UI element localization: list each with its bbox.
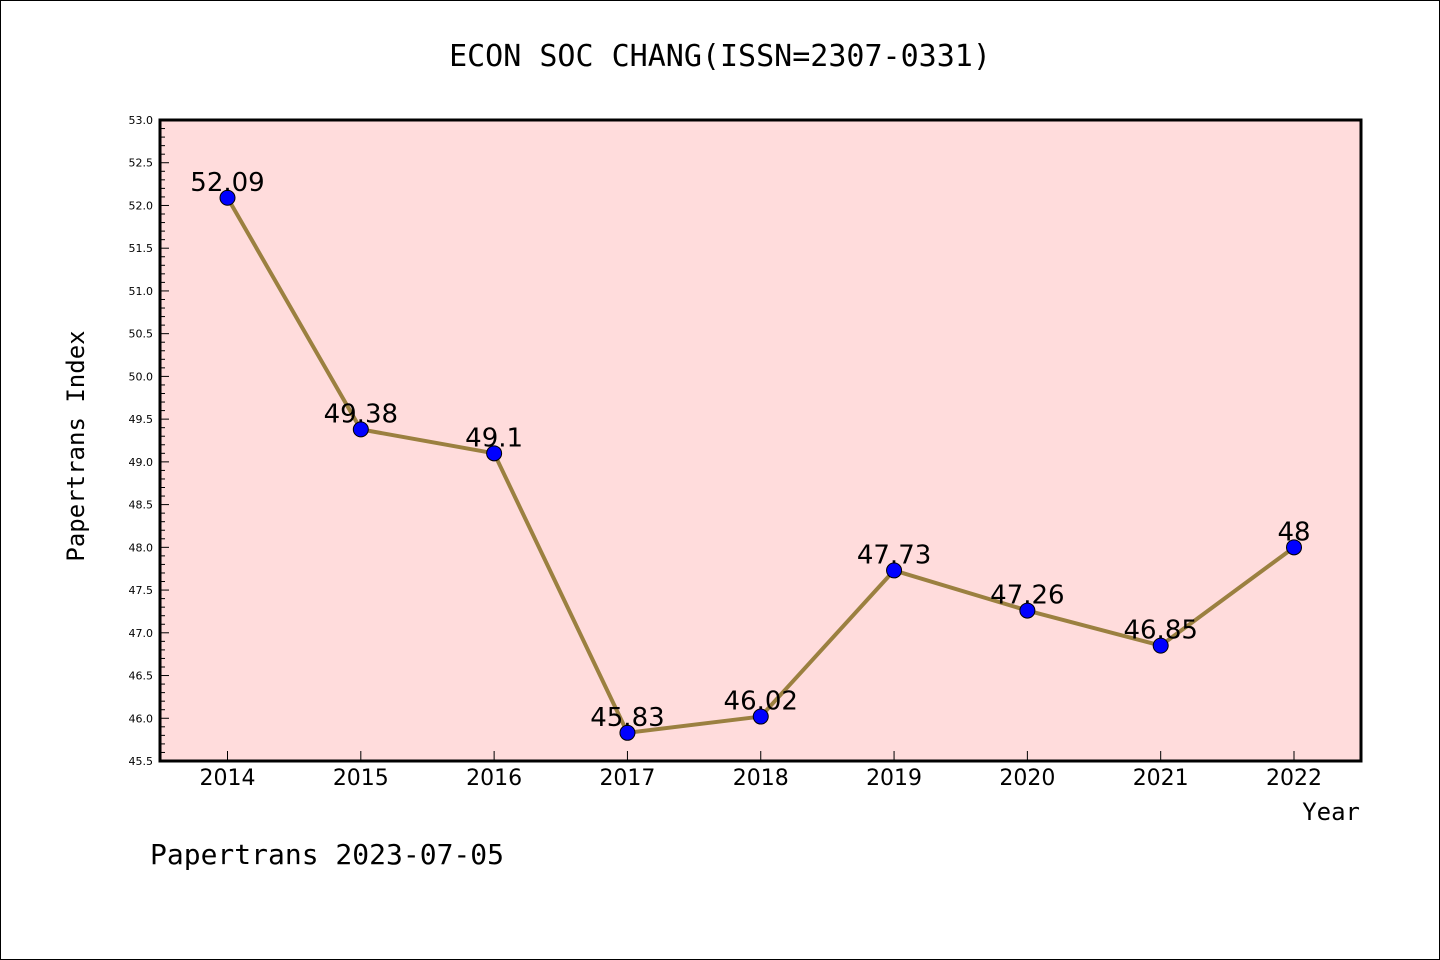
data-label: 49.1 xyxy=(465,423,523,453)
x-axis-label: Year xyxy=(1302,798,1360,826)
y-tick-label: 51.0 xyxy=(129,285,154,298)
y-axis-ticks: 45.5 46.0 46.5 47.0 47.5 48.0 48.5 49.0 49.5 50.0… xyxy=(129,114,169,768)
x-tick-label: 2018 xyxy=(733,766,789,791)
data-point xyxy=(1019,602,1036,619)
x-tick-label: 2021 xyxy=(1133,766,1189,791)
x-tick-label: 2015 xyxy=(333,766,389,791)
data-labels: 52.09 49.38 49.1 45.83 46.02 47.73 47.26 46.85 4… xyxy=(190,168,1310,733)
y-tick-label: 50.0 xyxy=(129,370,154,383)
data-point xyxy=(219,189,236,206)
x-tick-label: 2016 xyxy=(466,766,522,791)
data-label: 45.83 xyxy=(590,703,664,733)
x-axis-ticks: 2014 2015 2016 2017 2018 2019 2020 2021 2022 xyxy=(200,751,1322,791)
x-tick-label: 2017 xyxy=(599,766,655,791)
plot-border xyxy=(158,118,1363,763)
data-point xyxy=(886,562,903,579)
data-label: 46.85 xyxy=(1123,616,1197,646)
data-label: 47.26 xyxy=(990,581,1064,611)
y-tick-label: 48.0 xyxy=(129,541,154,554)
y-tick-label: 46.0 xyxy=(129,712,154,725)
data-point xyxy=(619,724,636,741)
footer-date-stamp: Papertrans 2023-07-05 xyxy=(150,838,504,871)
y-tick-label: 47.5 xyxy=(129,584,154,597)
x-tick-label: 2020 xyxy=(999,766,1055,791)
y-tick-label: 49.5 xyxy=(129,413,154,426)
y-tick-label: 52.5 xyxy=(129,157,154,170)
series-markers xyxy=(219,189,1302,741)
data-label: 47.73 xyxy=(857,540,931,570)
y-tick-label: 45.5 xyxy=(129,755,154,768)
chart-title: ECON SOC CHANG(ISSN=2307-0331) xyxy=(449,39,991,74)
y-tick-label: 53.0 xyxy=(129,114,154,127)
y-tick-label: 51.5 xyxy=(129,242,154,255)
y-tick-label: 52.0 xyxy=(129,199,154,212)
x-tick-label: 2019 xyxy=(866,766,922,791)
y-tick-label: 46.5 xyxy=(129,670,154,683)
data-label: 46.02 xyxy=(724,687,798,717)
data-label: 49.38 xyxy=(324,399,398,429)
plot-area xyxy=(160,120,1361,761)
data-point xyxy=(352,421,369,438)
data-point xyxy=(1286,539,1302,556)
y-tick-label: 49.0 xyxy=(129,456,154,469)
y-tick-label: 47.0 xyxy=(129,627,154,640)
data-point xyxy=(486,445,503,462)
data-point xyxy=(1152,637,1169,654)
data-label: 48 xyxy=(1277,517,1310,547)
y-tick-label: 48.5 xyxy=(129,499,154,512)
y-tick-label: 50.5 xyxy=(129,328,154,341)
x-tick-label: 2022 xyxy=(1266,766,1322,791)
x-tick-label: 2014 xyxy=(200,766,256,791)
data-point xyxy=(752,708,769,725)
y-axis-label: Papertrans Index xyxy=(62,330,90,561)
data-label: 52.09 xyxy=(190,168,264,198)
